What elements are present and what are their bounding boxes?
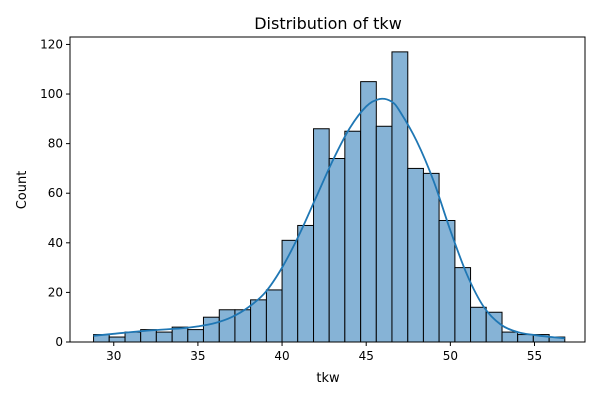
histogram-bar	[281, 239, 299, 343]
histogram-bar	[218, 309, 236, 343]
histogram-bar	[124, 331, 142, 343]
x-tick-label: 30	[106, 349, 121, 363]
histogram-bar	[517, 334, 534, 343]
histogram-bar	[265, 289, 283, 343]
y-axis-ticks: 0 20 40 60 80 100 120	[40, 37, 70, 349]
plot-frame	[69, 36, 586, 343]
y-tick-label: 40	[48, 236, 63, 250]
y-tick-label: 60	[48, 186, 63, 200]
histogram-bar	[485, 311, 503, 343]
x-tick-label: 55	[527, 349, 542, 363]
histogram-bar	[470, 306, 487, 343]
histogram-bar	[187, 329, 204, 343]
x-axis-label: tkw	[316, 371, 340, 386]
y-tick-label: 20	[48, 285, 63, 299]
histogram-bar	[297, 224, 315, 343]
y-tick-label: 0	[55, 335, 63, 349]
histogram-bar	[202, 316, 220, 343]
histogram-bar	[501, 331, 519, 343]
histogram-bar	[250, 299, 267, 343]
histogram-bar	[422, 172, 440, 343]
x-tick-label: 45	[359, 349, 374, 363]
histogram-bar	[391, 51, 409, 343]
kde-curve	[93, 97, 565, 340]
y-tick-label: 80	[48, 137, 63, 151]
histogram-bar	[313, 128, 330, 343]
histogram-bar	[108, 336, 126, 343]
x-tick-label: 40	[274, 349, 289, 363]
x-tick-label: 35	[190, 349, 205, 363]
x-axis-ticks: 30 35 40 45 50 55	[106, 342, 542, 363]
histogram-bar	[375, 125, 393, 343]
histogram-bar	[407, 167, 424, 343]
y-tick-label: 100	[40, 87, 63, 101]
histogram-bar	[328, 158, 346, 343]
histogram-bar	[360, 81, 377, 343]
histogram-bar	[155, 331, 173, 343]
chart-title: Distribution of tkw	[254, 14, 402, 33]
x-tick-label: 50	[443, 349, 458, 363]
y-tick-label: 120	[40, 37, 63, 51]
histogram-bars	[93, 51, 566, 343]
y-axis-label: Count	[15, 171, 30, 210]
histogram-bar	[344, 130, 362, 343]
